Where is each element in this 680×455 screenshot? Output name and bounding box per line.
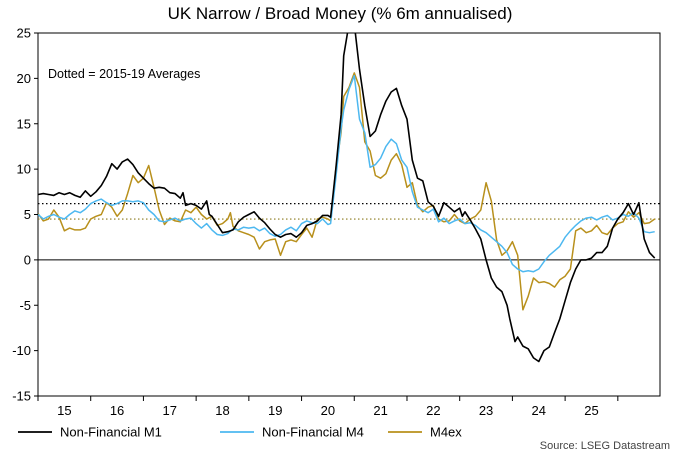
legend: Non-Financial M1 Non-Financial M4 M4ex (18, 425, 462, 440)
x-tick-label: 15 (57, 403, 71, 418)
y-tick-label: 10 (17, 162, 31, 177)
y-tick-label: 15 (17, 116, 31, 131)
x-tick-label: 17 (163, 403, 177, 418)
y-tick-label: 0 (24, 252, 31, 267)
x-tick-label: 16 (110, 403, 124, 418)
series-line (38, 72, 656, 311)
y-tick-label: 5 (24, 207, 31, 222)
plot-area: 25 20 15 10 5 0 -5 -10 -15 15 16 17 18 19 20 21 22 23 24 25 (12, 26, 661, 418)
x-tick-label: 18 (215, 403, 229, 418)
x-tick-label: 24 (532, 403, 546, 418)
series-line (38, 74, 655, 273)
y-tick-label: -5 (19, 298, 31, 313)
y-tick-label: -15 (12, 389, 31, 404)
y-tick-label: 20 (17, 71, 31, 86)
legend-label: M4ex (430, 425, 462, 440)
y-tick-label: -10 (12, 343, 31, 358)
chart-annotation: Dotted = 2015-19 Averages (48, 67, 200, 81)
x-tick-label: 22 (426, 403, 440, 418)
x-tick-label: 21 (373, 403, 387, 418)
y-tick-label: 25 (17, 26, 31, 41)
legend-label: Non-Financial M4 (262, 425, 364, 440)
chart-title: UK Narrow / Broad Money (% 6m annualised… (168, 4, 513, 23)
x-tick-label: 25 (584, 403, 598, 418)
x-tick-label: 23 (479, 403, 493, 418)
source-note: Source: LSEG Datastream (540, 440, 670, 452)
x-tick-label: 19 (268, 403, 282, 418)
legend-label: Non-Financial M1 (60, 425, 162, 440)
x-tick-label: 20 (321, 403, 335, 418)
series-line (38, 33, 656, 363)
